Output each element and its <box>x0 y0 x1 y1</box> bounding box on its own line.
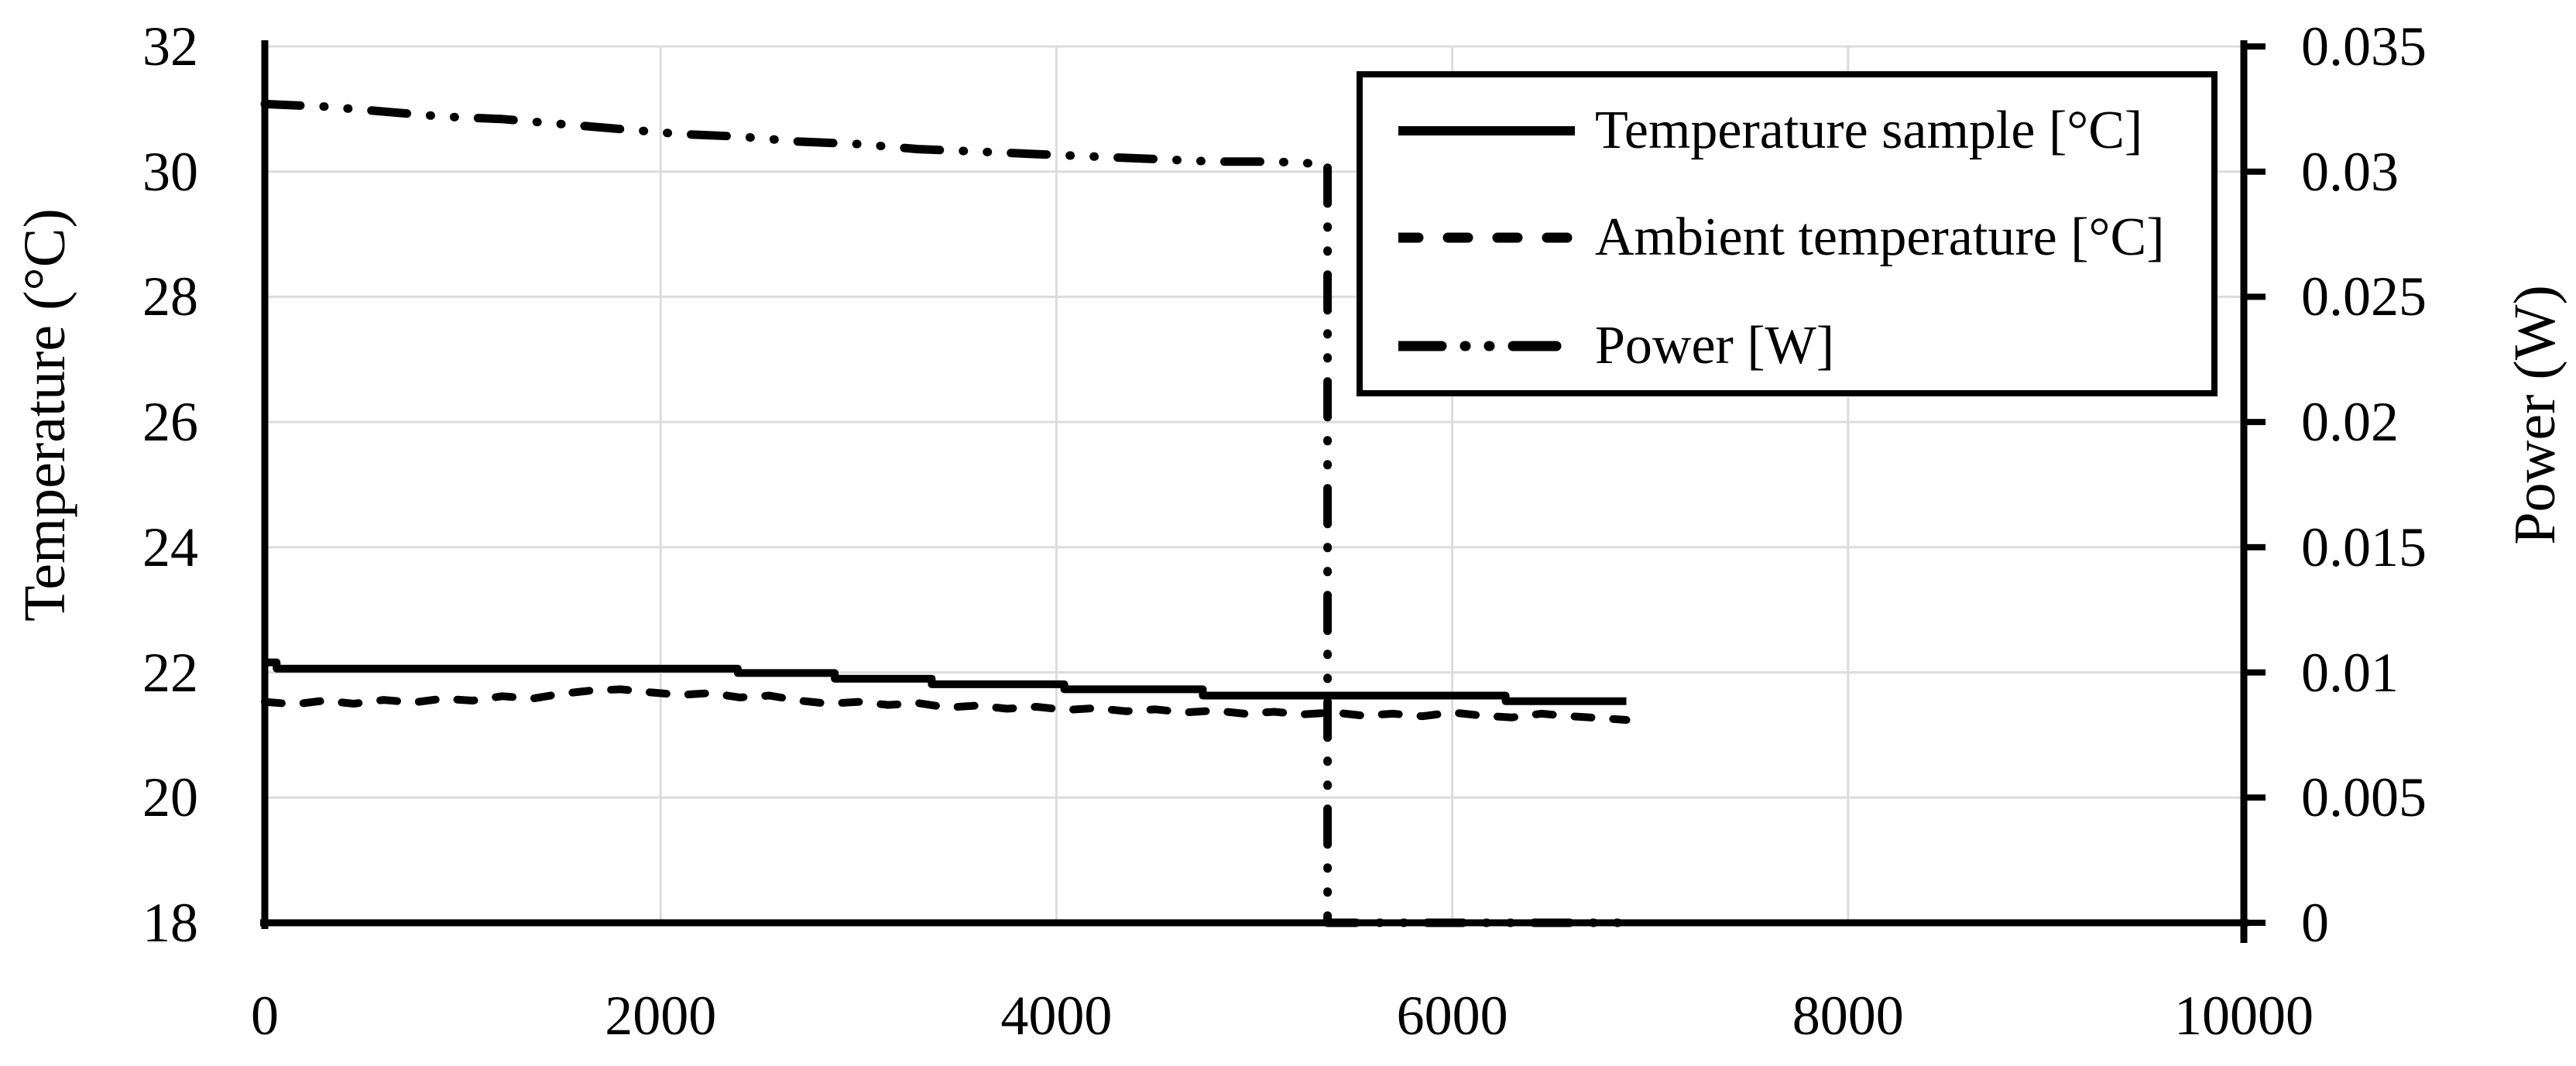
y-right-axis-title: Power (W) <box>2502 285 2567 545</box>
legend-label-power: Power [W] <box>1595 316 1835 375</box>
legend: Temperature sample [°C] Ambient temperat… <box>1357 71 2218 396</box>
dash-dot-dot-line-sample-icon <box>1398 341 1575 351</box>
y-left-tick-label: 30 <box>142 140 198 203</box>
y-left-tick-label: 28 <box>142 266 198 328</box>
y-right-tick-label: 0.015 <box>2301 516 2427 578</box>
solid-line-sample-icon <box>1398 126 1575 135</box>
series-line-dashed <box>261 685 1631 724</box>
y-left-axis-title: Temperature (°C) <box>12 208 77 622</box>
y-left-tick-label: 24 <box>142 516 198 578</box>
x-axis-tick-label: 10000 <box>2174 985 2314 1047</box>
y-right-tick-label: 0.01 <box>2301 641 2399 704</box>
legend-entry-power: Power [W] <box>1398 307 1834 385</box>
y-left-tick-label: 26 <box>142 391 198 454</box>
x-axis-tick-label: 6000 <box>1396 985 1508 1047</box>
y-right-tick-label: 0.025 <box>2301 266 2427 328</box>
series-line-solid <box>265 658 1627 705</box>
y-right-tick-label: 0.005 <box>2301 766 2427 829</box>
legend-entry-ambient-temperature: Ambient temperature [°C] <box>1398 199 2165 276</box>
series-line-dashdotdot <box>260 99 1631 927</box>
y-right-tick-label: 0.035 <box>2301 15 2427 77</box>
y-right-tick-label: 0 <box>2301 892 2329 954</box>
legend-label-temperature-sample: Temperature sample [°C] <box>1595 101 2143 160</box>
y-right-tick-label: 0.03 <box>2301 140 2399 203</box>
y-left-tick-label: 32 <box>142 15 198 77</box>
y-left-tick-label: 20 <box>142 766 198 829</box>
x-axis-tick-label: 8000 <box>1792 985 1904 1047</box>
dashed-line-sample-icon <box>1398 232 1575 243</box>
legend-entry-temperature-sample: Temperature sample [°C] <box>1398 92 2142 170</box>
x-axis-tick-label: 4000 <box>1000 985 1113 1047</box>
x-axis-tick-label: 0 <box>251 985 279 1047</box>
y-left-tick-label: 22 <box>142 641 198 704</box>
legend-label-ambient-temperature: Ambient temperature [°C] <box>1595 207 2165 267</box>
y-left-tick-label: 18 <box>142 892 198 954</box>
x-axis-tick-label: 2000 <box>605 985 717 1047</box>
y-right-tick-label: 0.02 <box>2301 391 2399 454</box>
